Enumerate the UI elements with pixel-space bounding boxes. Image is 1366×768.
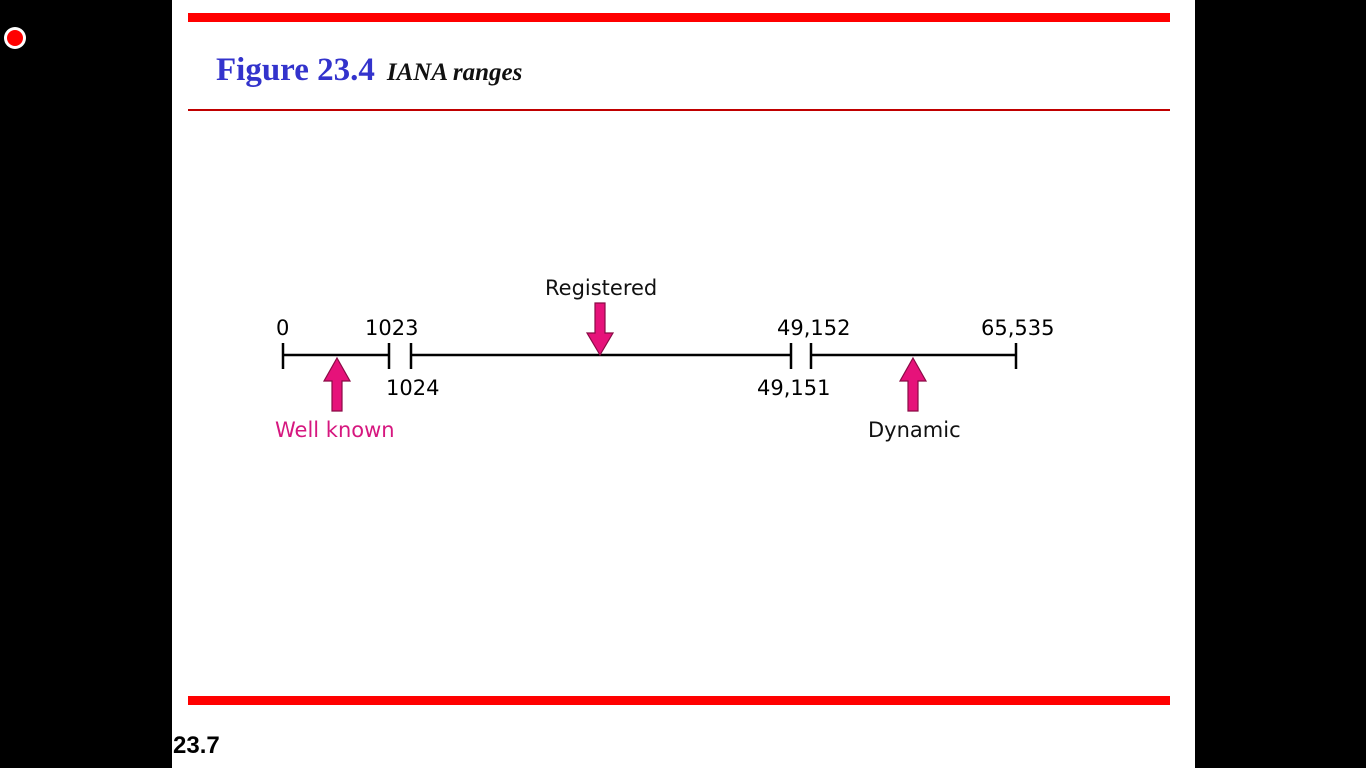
figure-number: Figure 23.4 <box>216 52 375 88</box>
well-known-arrow-icon <box>322 356 352 412</box>
registered-label: Registered <box>545 276 657 300</box>
registered-arrow-icon <box>585 302 615 357</box>
slide-title: Figure 23.4 IANA ranges <box>216 52 522 89</box>
label-1024: 1024 <box>386 376 439 400</box>
label-49152: 49,152 <box>777 316 850 340</box>
label-0: 0 <box>276 316 289 340</box>
dynamic-label: Dynamic <box>868 418 961 442</box>
bottom-red-bar <box>188 696 1170 705</box>
top-red-bar <box>188 13 1170 22</box>
well-known-label: Well known <box>275 418 395 442</box>
label-49151: 49,151 <box>757 376 830 400</box>
iana-ranges-diagram: 0 1023 1024 49,151 49,152 65,535 Registe… <box>275 276 1054 442</box>
figure-caption: IANA ranges <box>386 59 523 86</box>
dynamic-arrow-icon <box>898 356 928 412</box>
label-1023: 1023 <box>365 316 418 340</box>
label-65535: 65,535 <box>981 316 1054 340</box>
slide: Figure 23.4 IANA ranges 0 1023 1024 49,1 <box>172 0 1195 768</box>
cursor-indicator-icon <box>2 25 28 51</box>
title-divider <box>188 109 1170 111</box>
slide-number: 23.7 <box>173 732 220 759</box>
